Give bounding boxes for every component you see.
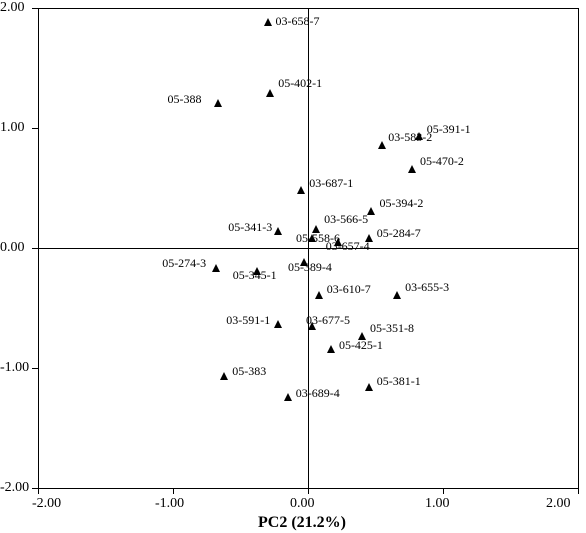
scatter-point <box>274 320 282 328</box>
y-tick-label: -2.00 <box>0 480 29 496</box>
x-tick-label: -1.00 <box>155 496 184 512</box>
scatter-point-label: 03-689-4 <box>296 386 340 401</box>
scatter-point <box>367 207 375 215</box>
scatter-point-label: 03-610-7 <box>327 282 371 297</box>
scatter-point-label: 05-402-1 <box>278 76 322 91</box>
scatter-point-label: 05-391-1 <box>427 122 471 137</box>
y-tick-label: 0.00 <box>0 240 25 256</box>
scatter-point-label: 05-351-8 <box>370 321 414 336</box>
scatter-point-label: 05-284-7 <box>377 226 421 241</box>
scatter-point-label: 05-381-1 <box>377 374 421 389</box>
scatter-point-label: 05-470-2 <box>420 154 464 169</box>
x-tick-label: 1.00 <box>425 496 450 512</box>
scatter-point <box>408 165 416 173</box>
scatter-point <box>212 264 220 272</box>
scatter-point-label: 05-389-4 <box>288 260 332 275</box>
scatter-point-label: 03-658-7 <box>276 14 320 29</box>
x-tick <box>443 488 444 494</box>
scatter-point-label: 05-341-3 <box>228 220 272 235</box>
y-tick <box>32 128 38 129</box>
scatter-point <box>327 345 335 353</box>
scatter-point <box>274 227 282 235</box>
scatter-point-label: 05-345-1 <box>233 268 277 283</box>
scatter-point <box>393 291 401 299</box>
x-tick <box>173 488 174 494</box>
y-tick-label: 1.00 <box>0 120 25 136</box>
scatter-point <box>297 186 305 194</box>
scatter-point-label: 03-591-1 <box>226 313 270 328</box>
x-tick <box>38 488 39 494</box>
scatter-point-label: 03-677-5 <box>306 313 350 328</box>
scatter-point <box>378 141 386 149</box>
scatter-point-label: 05-425-1 <box>339 338 383 353</box>
scatter-point-label: 03-583-2 <box>388 130 432 145</box>
plot-frame-right <box>578 8 579 488</box>
y-tick <box>32 248 38 249</box>
y-tick <box>32 368 38 369</box>
scatter-point-label: 05-394-2 <box>379 196 423 211</box>
y-tick <box>32 8 38 9</box>
x-tick <box>308 488 309 494</box>
scatter-point <box>264 18 272 26</box>
scatter-point-label: 03-655-3 <box>405 280 449 295</box>
scatter-point <box>214 99 222 107</box>
x-tick <box>578 488 579 494</box>
x-axis-title: PC2 (21.2%) <box>258 514 346 532</box>
scatter-point <box>284 393 292 401</box>
x-tick-label: 0.00 <box>290 496 315 512</box>
scatter-point <box>365 383 373 391</box>
scatter-point-label: 03-657-4 <box>326 239 370 254</box>
scatter-point-label: 05-383 <box>232 364 266 379</box>
x-tick-label: -2.00 <box>32 496 61 512</box>
scatter-point-label: 05-274-3 <box>162 256 206 271</box>
y-tick <box>32 488 38 489</box>
scatter-point-label: 03-566-5 <box>324 212 368 227</box>
y-tick-label: 2.00 <box>0 0 25 16</box>
scatter-point <box>266 89 274 97</box>
scatter-point <box>220 372 228 380</box>
scatter-point <box>315 291 323 299</box>
x-tick-label: 2.00 <box>546 496 571 512</box>
y-tick-label: -1.00 <box>0 360 29 376</box>
scatter-plot: -2.00 -1.00 0.00 1.00 2.00 -2.00 -1.00 0.00 1.00… <box>0 0 586 533</box>
scatter-point-label: 05-388 <box>168 92 202 107</box>
scatter-point-label: 03-687-1 <box>309 176 353 191</box>
